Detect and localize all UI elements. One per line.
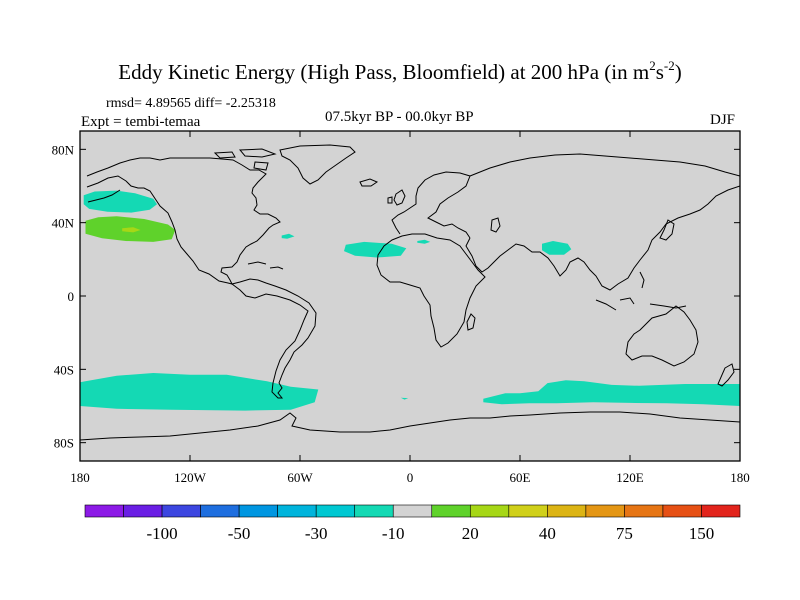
period-label: 07.5kyr BP - 00.0kyr BP [325, 109, 474, 125]
lat-tick-label: 80N [52, 142, 75, 157]
colorbar-box [315, 504, 356, 518]
coastline-asia [465, 153, 740, 291]
colorbar-box [431, 504, 471, 518]
coastline-japan [659, 219, 675, 241]
colorbar-box [662, 504, 702, 518]
longitude-ticks: 180 120W 60W 0 60E 120E 180 [70, 131, 750, 485]
colorbar-box [585, 504, 625, 518]
colorbar-box [392, 504, 433, 518]
coastline-caribbean [247, 261, 284, 270]
colorbar-label: 150 [689, 524, 715, 543]
coastline-north-america [86, 157, 281, 285]
lon-tick-label: 180 [730, 470, 750, 485]
colorbar-label: 75 [616, 524, 633, 543]
colorbar-label: 20 [462, 524, 479, 543]
colorbar-box [238, 504, 278, 518]
coastline-africa [376, 233, 486, 348]
season-label: DJF [710, 112, 736, 128]
colorbar-box [277, 504, 317, 518]
rmsd-diff-text: rmsd= 4.89565 diff= -2.25318 [106, 96, 276, 111]
coastline-arctic-islands [213, 148, 277, 171]
coastline-british-isles [387, 189, 406, 206]
lon-tick-label: 120E [616, 470, 644, 485]
map-title: Eddy Kinetic Energy (High Pass, Bloomfie… [118, 58, 682, 84]
lon-tick-label: 60E [510, 470, 531, 485]
experiment-label: Expt = tembi-temaa [81, 114, 201, 130]
lat-tick-label: 40S [54, 362, 74, 377]
lon-tick-label: 0 [407, 470, 414, 485]
lon-tick-label: 180 [70, 470, 90, 485]
colorbar-box [123, 504, 163, 518]
coastline-iceland [359, 178, 379, 187]
colorbar-box [508, 504, 548, 518]
coastline-caspian-sea [490, 217, 501, 233]
coastline-australia [625, 305, 699, 367]
colorbar-label: -50 [228, 524, 251, 543]
lat-tick-label: 40N [52, 216, 75, 231]
colorbar-box [547, 504, 587, 518]
north-africa-patch [344, 241, 407, 258]
coastline-greenland [279, 144, 356, 185]
southern-indian-band [483, 380, 740, 406]
lon-tick-label: 60W [287, 470, 313, 485]
coastline-aleutians [87, 189, 121, 203]
colorbar-box [84, 504, 124, 518]
anomaly-regions [80, 190, 740, 411]
north-pacific-core [122, 227, 141, 233]
himalaya-patch [542, 241, 572, 255]
map-background [80, 131, 740, 461]
colorbar-label: -30 [305, 524, 328, 543]
colorbar-box [624, 504, 664, 518]
colorbar-label: -10 [382, 524, 405, 543]
lat-tick-label: 0 [68, 289, 75, 304]
colorbar-label: 40 [539, 524, 556, 543]
colorbar-box [161, 504, 201, 518]
latitude-ticks: 80N 40N 0 40S 80S [52, 142, 740, 451]
colorbar: -100 -50 -30 -10 20 40 75 150 [84, 504, 741, 543]
coastline-new-zealand [717, 363, 735, 387]
mid-atlantic-small-patch [281, 233, 295, 239]
mediterranean-small-patch [417, 239, 431, 244]
colorbar-label: -100 [147, 524, 178, 543]
lon-tick-label: 120W [174, 470, 207, 485]
coastline-south-america [230, 278, 317, 399]
coastline-madagascar [466, 313, 476, 331]
south-atlantic-small-patch [400, 397, 409, 400]
coastline-europe [391, 171, 471, 239]
colorbar-box [469, 504, 510, 518]
coastline-antarctica [80, 411, 740, 441]
colorbar-box [354, 504, 394, 518]
colorbar-box [701, 504, 741, 518]
north-pacific-negative-band [83, 190, 157, 213]
colorbar-box [200, 504, 240, 518]
coastlines [80, 144, 740, 441]
coastline-indonesia [595, 271, 687, 311]
lat-tick-label: 80S [54, 436, 74, 451]
south-pacific-band [80, 373, 319, 411]
